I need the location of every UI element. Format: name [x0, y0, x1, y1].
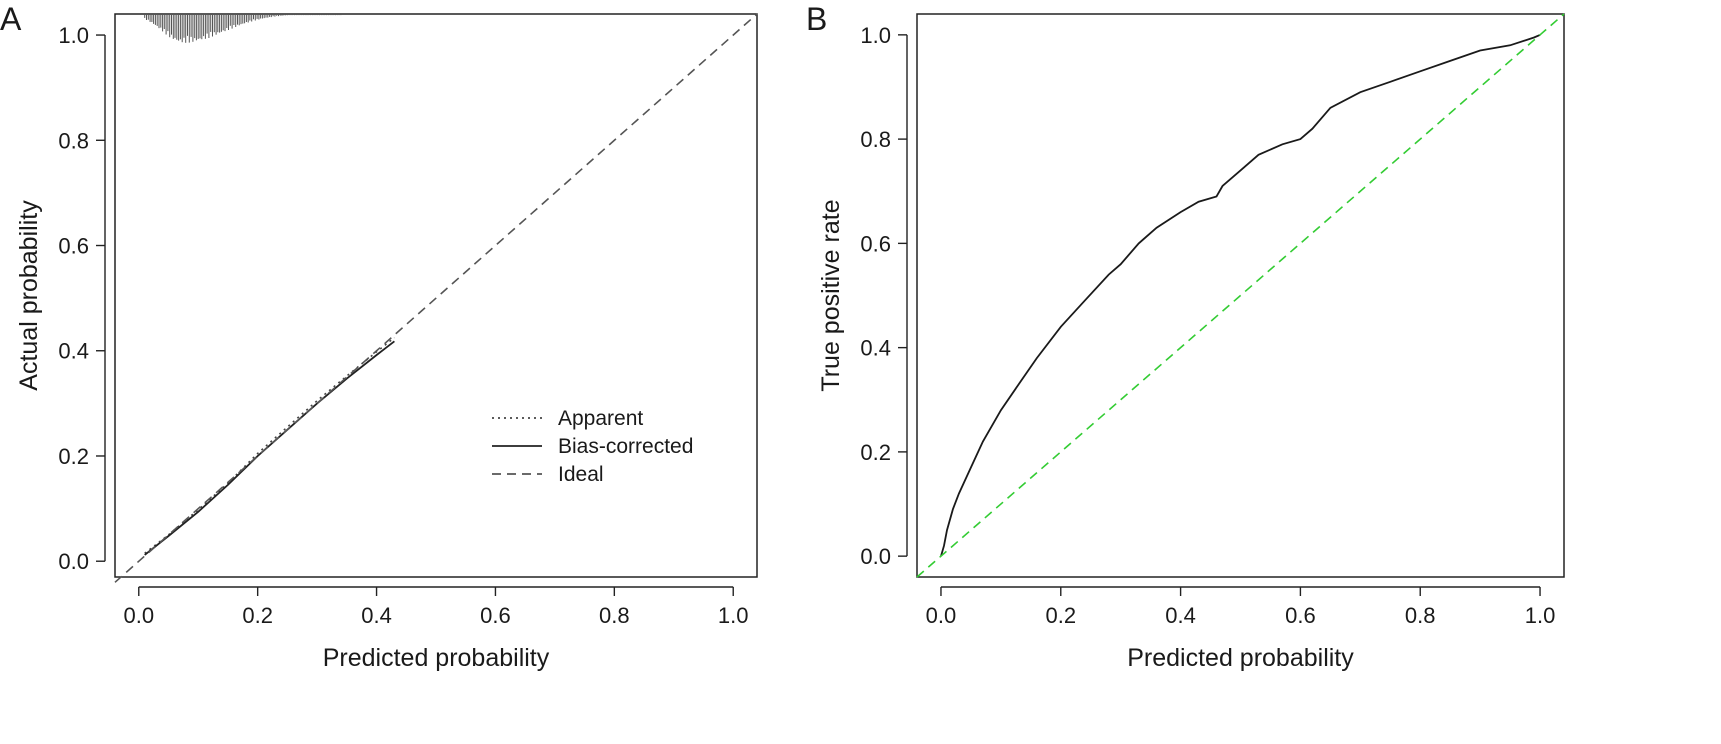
- x-axis-title-b: Predicted probability: [1127, 644, 1354, 672]
- rug-histogram-a: [144, 14, 342, 43]
- x-tick-label: 0.0: [926, 603, 957, 628]
- x-tick-label: 1.0: [1525, 603, 1556, 628]
- y-tick-label: 0.0: [860, 544, 891, 569]
- series-line-ideal: [114, 13, 758, 583]
- x-tick-label: 0.4: [1165, 603, 1196, 628]
- legend-label-apparent: Apparent: [558, 407, 643, 430]
- x-tick-label: 1.0: [718, 603, 749, 628]
- x-tick-label: 0.8: [1405, 603, 1436, 628]
- y-tick-label: 0.4: [860, 336, 891, 361]
- y-axis-title-b: True positive rate: [817, 199, 845, 391]
- y-tick-label: 0.6: [860, 231, 891, 256]
- x-axis-a: 0.0 0.2 0.4 0.6 0.8 1.0: [123, 586, 749, 628]
- x-tick-label: 0.2: [1045, 603, 1076, 628]
- x-tick-label: 0.0: [123, 603, 154, 628]
- x-tick-label: 0.4: [361, 603, 392, 628]
- y-tick-label: 0.4: [58, 339, 89, 364]
- plot-frame-b: [916, 13, 1565, 578]
- y-tick-label: 0.2: [860, 440, 891, 465]
- x-tick-label: 0.6: [480, 603, 511, 628]
- x-tick-label: 0.6: [1285, 603, 1316, 628]
- y-tick-label: 0.6: [58, 234, 89, 259]
- y-tick-label: 0.2: [58, 444, 89, 469]
- y-axis-title-a: Actual probability: [15, 200, 43, 391]
- x-tick-label: 0.2: [242, 603, 273, 628]
- panel-label-a: A: [0, 1, 22, 37]
- series-group-a: [114, 13, 758, 583]
- y-tick-label: 1.0: [58, 23, 89, 48]
- series-group-b: [916, 13, 1565, 578]
- y-tick-label: 0.8: [58, 128, 89, 153]
- legend-label-ideal: Ideal: [558, 463, 604, 486]
- series-line-reference-diagonal: [916, 13, 1565, 578]
- y-tick-label: 0.8: [860, 127, 891, 152]
- legend-label-bias-corrected: Bias-corrected: [558, 435, 693, 458]
- x-axis-title-a: Predicted probability: [323, 644, 550, 672]
- panel-label-b: B: [806, 1, 827, 37]
- x-axis-b: 0.0 0.2 0.4 0.6 0.8 1.0: [926, 586, 1556, 628]
- plot-frame-a: [114, 13, 758, 578]
- y-axis-a: 0.0 0.2 0.4 0.6 0.8 1.0: [58, 23, 106, 574]
- panel-a: A 0.0 0.2 0.4 0.6 0.8 1.0 0.00.20.40.60.81.0 …: [0, 1, 758, 672]
- y-tick-label: 0.0: [58, 549, 89, 574]
- x-tick-label: 0.8: [599, 603, 630, 628]
- y-tick-label: 1.0: [860, 23, 891, 48]
- y-axis-b: 0.0 0.2 0.4 0.6 0.8 1.0: [860, 23, 908, 569]
- legend-a: Apparent Bias-corrected Ideal: [492, 407, 693, 486]
- panel-b: B 0.0 0.2 0.4 0.6 0.8 1.0 0.00.20.40.60.81.0 …: [806, 1, 1565, 672]
- series-line-roc-curve: [940, 34, 1541, 557]
